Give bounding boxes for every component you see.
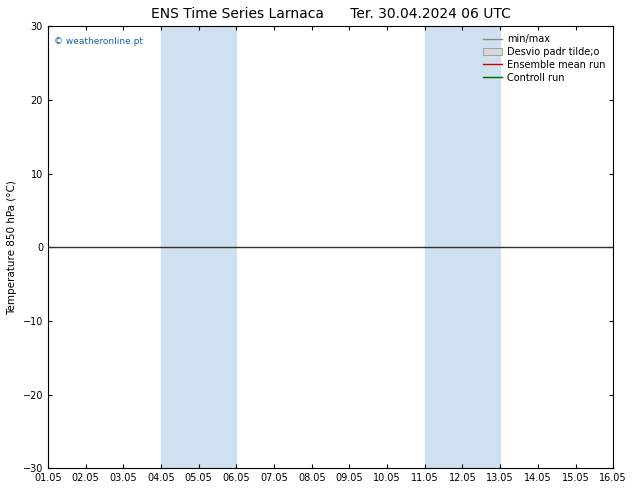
Text: © weatheronline.pt: © weatheronline.pt xyxy=(53,37,143,47)
Bar xyxy=(161,26,236,468)
Title: ENS Time Series Larnaca      Ter. 30.04.2024 06 UTC: ENS Time Series Larnaca Ter. 30.04.2024 … xyxy=(151,7,510,21)
Legend: min/max, Desvio padr tilde;o, Ensemble mean run, Controll run: min/max, Desvio padr tilde;o, Ensemble m… xyxy=(480,31,609,86)
Bar xyxy=(425,26,500,468)
Y-axis label: Temperature 850 hPa (°C): Temperature 850 hPa (°C) xyxy=(7,180,17,315)
